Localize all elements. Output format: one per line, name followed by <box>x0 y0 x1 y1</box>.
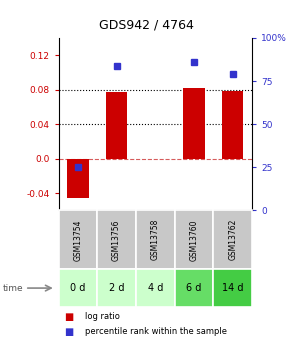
Bar <box>59 210 97 269</box>
Text: 0 d: 0 d <box>70 283 86 293</box>
Text: percentile rank within the sample: percentile rank within the sample <box>85 327 227 336</box>
Text: 2 d: 2 d <box>109 283 124 293</box>
Bar <box>222 90 243 159</box>
Text: ■: ■ <box>64 312 74 322</box>
Text: GSM13756: GSM13756 <box>112 219 121 260</box>
Text: ■: ■ <box>64 327 74 337</box>
Bar <box>213 269 252 307</box>
Text: GSM13762: GSM13762 <box>228 219 237 260</box>
Text: GSM13758: GSM13758 <box>151 219 160 260</box>
Bar <box>175 269 213 307</box>
Text: time: time <box>3 284 23 293</box>
Text: 14 d: 14 d <box>222 283 243 293</box>
Text: log ratio: log ratio <box>85 312 120 321</box>
Text: 4 d: 4 d <box>148 283 163 293</box>
Text: GSM13754: GSM13754 <box>74 219 82 260</box>
Bar <box>97 210 136 269</box>
Bar <box>136 210 175 269</box>
Text: GSM13760: GSM13760 <box>190 219 198 260</box>
Text: GDS942 / 4764: GDS942 / 4764 <box>99 18 194 31</box>
Text: 6 d: 6 d <box>186 283 202 293</box>
Bar <box>136 269 175 307</box>
Bar <box>59 269 97 307</box>
Bar <box>106 92 127 159</box>
Bar <box>213 210 252 269</box>
Bar <box>97 269 136 307</box>
Bar <box>183 88 205 159</box>
Bar <box>175 210 213 269</box>
Bar <box>67 159 88 197</box>
